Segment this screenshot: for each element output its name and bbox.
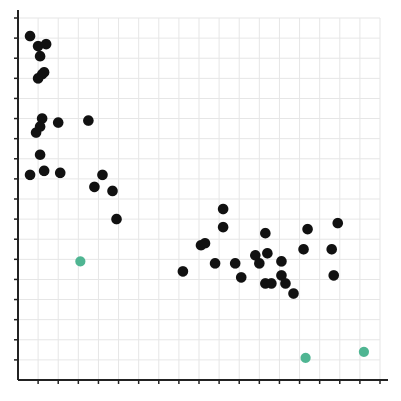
scatter-point (262, 248, 273, 259)
scatter-point (326, 243, 338, 255)
scatter-point (260, 227, 271, 239)
scatter-point (328, 270, 340, 281)
scatter-point (24, 169, 36, 181)
scatter-point (38, 67, 50, 78)
scatter-point (235, 272, 247, 283)
scatter-point (229, 258, 241, 269)
scatter-point (40, 38, 52, 50)
scatter-point (177, 266, 189, 277)
point-layer (24, 30, 370, 363)
scatter-point (254, 258, 265, 269)
scatter-point (107, 185, 118, 197)
scatter-point (332, 217, 344, 229)
scatter-point (276, 256, 287, 267)
scatter-point (24, 30, 36, 42)
axis-layer (14, 10, 388, 384)
scatter-point (34, 50, 46, 62)
scatter-point (280, 278, 291, 289)
scatter-point (288, 288, 299, 299)
scatter-point (209, 258, 221, 269)
scatter-point (34, 149, 46, 161)
scatter-point (298, 243, 309, 255)
scatter-point (36, 113, 48, 124)
highlight-scatter-point (75, 256, 86, 267)
scatter-point (34, 121, 46, 132)
scatter-point (199, 237, 211, 249)
scatter-point (276, 270, 287, 281)
scatter-point (83, 115, 94, 126)
highlight-scatter-point (300, 352, 311, 363)
scatter-point (52, 117, 64, 128)
grid-layer (17, 17, 381, 381)
scatter-point (89, 181, 100, 193)
scatter-point (38, 165, 50, 177)
scatter-point (32, 40, 44, 52)
scatter-point (250, 250, 261, 261)
scatter-point (97, 169, 108, 181)
scatter-point (266, 278, 277, 289)
highlight-scatter-point (358, 346, 370, 357)
scatter-point (54, 167, 66, 179)
scatter-point (302, 223, 313, 235)
scatter-point (217, 203, 229, 215)
scatter-point (217, 221, 229, 233)
scatter-point (111, 213, 122, 225)
